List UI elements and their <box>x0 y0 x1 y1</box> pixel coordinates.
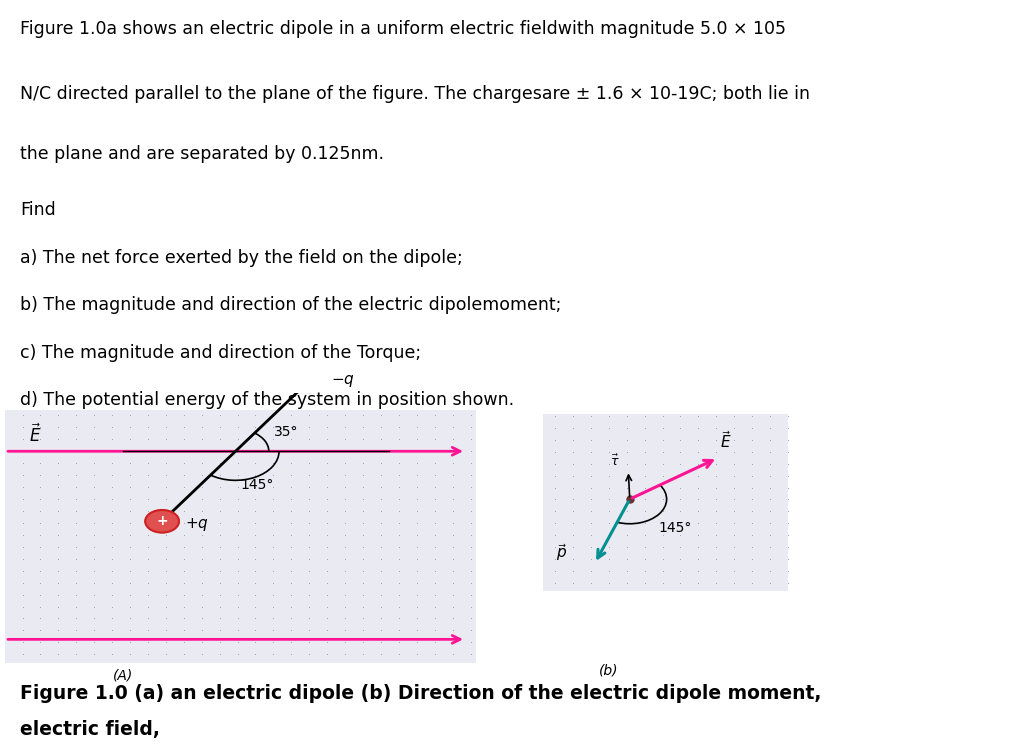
Text: 35°: 35° <box>274 425 299 439</box>
Text: 145°: 145° <box>658 521 692 535</box>
Text: (A): (A) <box>113 668 133 682</box>
Circle shape <box>145 510 179 532</box>
Text: Figure 1.0a shows an electric dipole in a uniform electric fieldwith magnitude 5: Figure 1.0a shows an electric dipole in … <box>20 20 786 39</box>
Text: Figure 1.0 (a) an electric dipole (b) Direction of the electric dipole moment,: Figure 1.0 (a) an electric dipole (b) Di… <box>20 684 822 703</box>
Text: N/C directed parallel to the plane of the figure. The chargesare ± 1.6 × 10-19C;: N/C directed parallel to the plane of th… <box>20 85 810 103</box>
Text: electric field,: electric field, <box>20 720 161 739</box>
Text: $\vec{E}$: $\vec{E}$ <box>29 423 41 446</box>
Bar <box>543 414 788 591</box>
Text: $\vec{p}$: $\vec{p}$ <box>556 542 567 563</box>
Text: $\vec{E}$: $\vec{E}$ <box>720 430 731 451</box>
Text: b) The magnitude and direction of the electric dipolemoment;: b) The magnitude and direction of the el… <box>20 296 562 314</box>
Text: a) The net force exerted by the field on the dipole;: a) The net force exerted by the field on… <box>20 249 463 267</box>
Circle shape <box>292 370 326 392</box>
Text: c) The magnitude and direction of the Torque;: c) The magnitude and direction of the To… <box>20 344 422 361</box>
Text: 145°: 145° <box>241 478 274 492</box>
Text: (b): (b) <box>599 664 618 678</box>
Text: $-q$: $-q$ <box>332 373 355 389</box>
Text: $+q$: $+q$ <box>184 516 209 533</box>
Bar <box>5 411 476 663</box>
Text: +: + <box>157 514 168 528</box>
Text: the plane and are separated by 0.125nm.: the plane and are separated by 0.125nm. <box>20 145 384 163</box>
Text: $\vec{\tau}$: $\vec{\tau}$ <box>610 454 620 469</box>
Text: Find: Find <box>20 202 56 219</box>
Text: d) The potential energy of the system in position shown.: d) The potential energy of the system in… <box>20 391 515 409</box>
